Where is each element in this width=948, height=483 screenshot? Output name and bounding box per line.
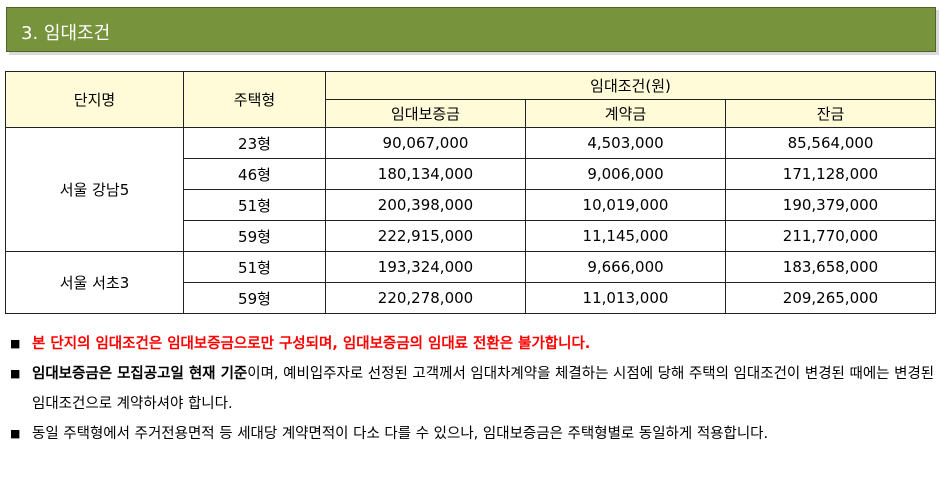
notes-list: ■ 본 단지의 임대조건은 임대보증금으로만 구성되며, 임대보증금의 임대료 …	[8, 329, 938, 449]
lease-conditions-table: 단지명 주택형 임대조건(원) 임대보증금 계약금 잔금 서울 강남5 23형 90…	[5, 71, 937, 314]
cell-contract: 11,013,000	[525, 282, 726, 314]
cell-type: 23형	[183, 127, 326, 159]
cell-balance: 190,379,000	[724, 189, 937, 221]
cell-deposit: 90,067,000	[325, 127, 526, 159]
cell-contract: 9,666,000	[525, 251, 726, 283]
cell-deposit: 222,915,000	[325, 220, 526, 252]
note-no-conversion: 본 단지의 임대조건은 임대보증금으로만 구성되며, 임대보증금의 임대료 전환…	[32, 336, 591, 352]
header-contract: 계약금	[525, 99, 726, 128]
cell-type: 51형	[183, 251, 326, 283]
cell-deposit: 180,134,000	[325, 158, 526, 190]
table-row: 서울 서초3 51형 193,324,000 9,666,000 183,658,000	[5, 251, 937, 314]
section-title: 3. 임대조건	[21, 23, 111, 44]
note-basis-text: 이며, 예비입주자로 선정된 고객께서 임대차계약을 체결하는 시점에 당해 주…	[32, 366, 935, 412]
header-type: 주택형	[183, 71, 326, 128]
cell-deposit: 220,278,000	[325, 282, 526, 314]
header-conditions: 임대조건(원)	[324, 71, 937, 100]
header-balance: 잔금	[724, 99, 937, 128]
cell-contract: 11,145,000	[525, 220, 726, 252]
cell-contract: 4,503,000	[525, 127, 726, 159]
note-item: ■ 본 단지의 임대조건은 임대보증금으로만 구성되며, 임대보증금의 임대료 …	[8, 329, 938, 359]
cell-contract: 9,006,000	[525, 158, 726, 190]
table-row: 46형 180,134,000 9,006,000 171,128,000	[6, 158, 937, 190]
cell-type: 59형	[183, 220, 326, 252]
table-row: 서울 강남5 23형 90,067,000 4,503,000 85,564,000	[5, 127, 937, 252]
bullet-icon: ■	[10, 367, 21, 380]
cell-deposit: 200,398,000	[325, 189, 526, 221]
cell-balance: 171,128,000	[724, 158, 937, 190]
table-row: 59형 220,278,000 11,013,000 209,265,000	[6, 282, 937, 314]
cell-balance: 211,770,000	[724, 220, 937, 252]
cell-deposit: 193,324,000	[325, 251, 526, 283]
complex-name: 서울 서초3	[5, 251, 184, 314]
table-row: 59형 222,915,000 11,145,000 211,770,000	[6, 220, 937, 252]
header-deposit: 임대보증금	[325, 99, 526, 128]
cell-type: 51형	[183, 189, 326, 221]
cell-type: 46형	[183, 158, 326, 190]
header-complex: 단지명	[5, 71, 184, 128]
section-header: 3. 임대조건	[6, 7, 936, 52]
note-basis-bold: 임대보증금은 모집공고일 현재 기준	[32, 366, 248, 382]
cell-contract: 10,019,000	[525, 189, 726, 221]
complex-name: 서울 강남5	[5, 127, 184, 252]
cell-type: 59형	[183, 282, 326, 314]
bullet-icon: ■	[10, 337, 21, 350]
cell-balance: 85,564,000	[724, 127, 937, 159]
bullet-icon: ■	[10, 427, 21, 440]
table-row: 51형 200,398,000 10,019,000 190,379,000	[6, 189, 937, 221]
note-item: ■ 동일 주택형에서 주거전용면적 등 세대당 계약면적이 다소 다를 수 있으…	[8, 419, 938, 449]
note-area-difference: 동일 주택형에서 주거전용면적 등 세대당 계약면적이 다소 다를 수 있으나,…	[32, 426, 769, 442]
cell-balance: 183,658,000	[724, 251, 937, 283]
cell-balance: 209,265,000	[724, 282, 937, 314]
note-item: ■ 임대보증금은 모집공고일 현재 기준이며, 예비입주자로 선정된 고객께서 …	[8, 359, 938, 419]
